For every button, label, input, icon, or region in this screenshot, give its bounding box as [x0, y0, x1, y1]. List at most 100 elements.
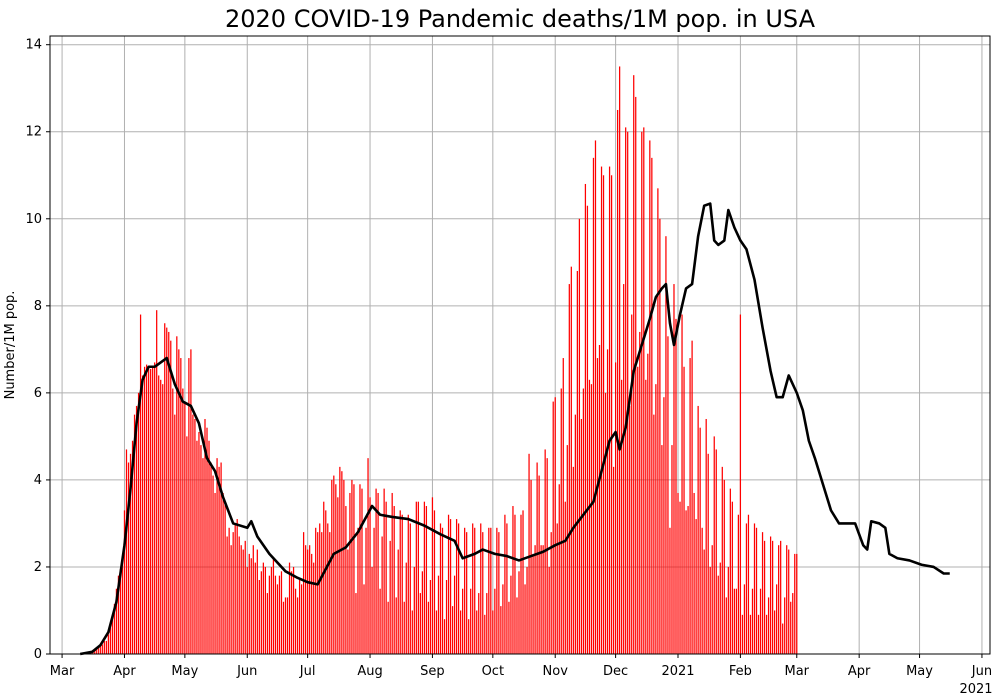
bar [423, 501, 426, 654]
bar [391, 492, 393, 654]
bar [99, 646, 101, 654]
bar [208, 440, 210, 654]
bar [427, 601, 430, 654]
bar [264, 566, 266, 654]
bar [767, 597, 770, 654]
bar [486, 593, 488, 654]
bar [508, 601, 510, 654]
bar [685, 510, 687, 654]
bar [216, 458, 218, 654]
bar [411, 610, 413, 654]
bar [727, 566, 729, 654]
bar [220, 462, 222, 654]
bar [145, 364, 148, 654]
bar [673, 284, 675, 654]
bar [270, 566, 273, 654]
bar [150, 368, 152, 654]
bar [212, 475, 214, 654]
bar [747, 514, 750, 654]
bar [701, 527, 703, 654]
bar [329, 532, 331, 654]
bar [464, 527, 466, 654]
bar [214, 492, 216, 654]
x-tick-label: Jun [236, 664, 257, 679]
bar [413, 566, 415, 654]
bar [315, 527, 317, 654]
moving-average-line [79, 202, 950, 656]
bar [246, 566, 248, 654]
bar [494, 588, 496, 654]
bar [639, 331, 641, 654]
bar [538, 475, 540, 654]
bar [359, 484, 361, 654]
bar [196, 440, 198, 654]
bar [385, 501, 387, 654]
bar [761, 532, 764, 654]
bar [415, 501, 417, 654]
bar [341, 471, 343, 654]
bar [610, 175, 613, 654]
bar [180, 358, 182, 654]
bar [536, 462, 538, 654]
bar [453, 575, 456, 654]
bar [578, 218, 581, 655]
bar [713, 436, 715, 654]
bar [757, 614, 760, 654]
bar [572, 466, 574, 654]
bar [689, 358, 691, 654]
bar [717, 575, 719, 654]
bar [653, 414, 655, 654]
y-tick-label: 8 [34, 299, 42, 314]
bar [437, 575, 440, 654]
bar [596, 358, 599, 654]
bar [629, 405, 631, 654]
bar [516, 597, 518, 654]
bar [125, 449, 128, 654]
bar [470, 588, 472, 654]
bar [631, 314, 633, 654]
bar [232, 532, 234, 654]
bar [725, 597, 727, 654]
bar [540, 545, 542, 654]
bar [148, 366, 150, 654]
bar [784, 597, 786, 654]
bar [492, 610, 494, 654]
bar [226, 536, 228, 654]
bar [266, 593, 269, 654]
bar [425, 506, 428, 654]
bar [276, 584, 279, 654]
bar [502, 584, 504, 654]
bar [514, 514, 516, 654]
bar [771, 540, 774, 654]
bar [703, 549, 705, 654]
bar [240, 545, 242, 654]
bar [300, 584, 303, 654]
bar [355, 593, 357, 654]
bar [395, 597, 397, 654]
bar [679, 501, 681, 654]
bar [230, 545, 232, 654]
bar [526, 566, 528, 654]
bar [788, 549, 790, 654]
bar [222, 492, 224, 654]
bar [103, 640, 105, 654]
bar [500, 606, 502, 654]
x-tick-label: Nov [543, 664, 569, 679]
bar [743, 584, 746, 654]
bar [137, 392, 140, 654]
bar [449, 519, 452, 654]
bar [373, 527, 375, 654]
bar [296, 597, 299, 654]
bar [260, 571, 262, 654]
bar [294, 588, 297, 654]
bar [319, 523, 321, 654]
bar [335, 484, 337, 654]
y-tick-label: 14 [25, 38, 42, 53]
bar [562, 358, 564, 654]
bar [409, 523, 411, 654]
bar [776, 584, 778, 654]
x-tick-label: Dec [603, 664, 628, 679]
bar [190, 349, 192, 654]
bar [387, 601, 389, 654]
